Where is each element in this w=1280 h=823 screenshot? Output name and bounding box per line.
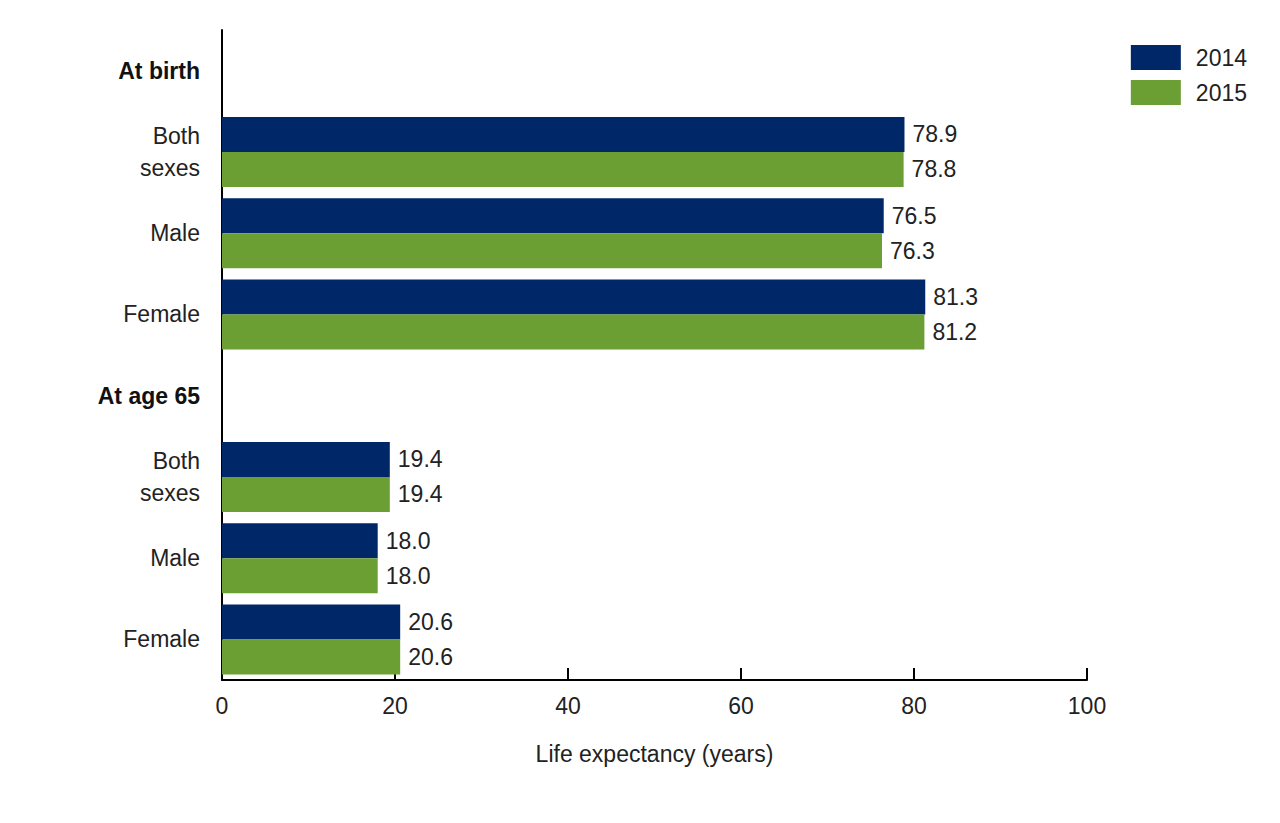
svg-text:81.3: 81.3 — [933, 284, 978, 310]
svg-text:0: 0 — [216, 693, 229, 719]
svg-text:At age 65: At age 65 — [98, 383, 200, 409]
svg-text:76.3: 76.3 — [890, 238, 935, 264]
svg-text:78.9: 78.9 — [912, 121, 957, 147]
svg-text:Female: Female — [123, 626, 200, 652]
svg-text:18.0: 18.0 — [386, 528, 431, 554]
svg-text:76.5: 76.5 — [892, 203, 937, 229]
svg-text:Both: Both — [153, 123, 200, 149]
svg-text:sexes: sexes — [140, 480, 200, 506]
svg-text:2015: 2015 — [1196, 80, 1247, 106]
svg-text:Both: Both — [153, 448, 200, 474]
svg-text:Male: Male — [150, 220, 200, 246]
svg-text:40: 40 — [555, 693, 581, 719]
svg-text:Female: Female — [123, 301, 200, 327]
svg-text:80: 80 — [901, 693, 927, 719]
svg-text:20.6: 20.6 — [408, 644, 453, 670]
svg-text:Life expectancy (years): Life expectancy (years) — [536, 741, 774, 767]
svg-text:78.8: 78.8 — [912, 156, 957, 182]
svg-text:19.4: 19.4 — [398, 481, 443, 507]
svg-text:20: 20 — [382, 693, 408, 719]
svg-text:100: 100 — [1068, 693, 1106, 719]
svg-text:2014: 2014 — [1196, 45, 1247, 71]
svg-text:19.4: 19.4 — [398, 446, 443, 472]
svg-text:Male: Male — [150, 545, 200, 571]
svg-text:60: 60 — [728, 693, 754, 719]
svg-text:At birth: At birth — [118, 58, 200, 84]
svg-text:sexes: sexes — [140, 155, 200, 181]
svg-text:20.6: 20.6 — [408, 609, 453, 635]
svg-text:18.0: 18.0 — [386, 563, 431, 589]
svg-text:81.2: 81.2 — [932, 319, 977, 345]
